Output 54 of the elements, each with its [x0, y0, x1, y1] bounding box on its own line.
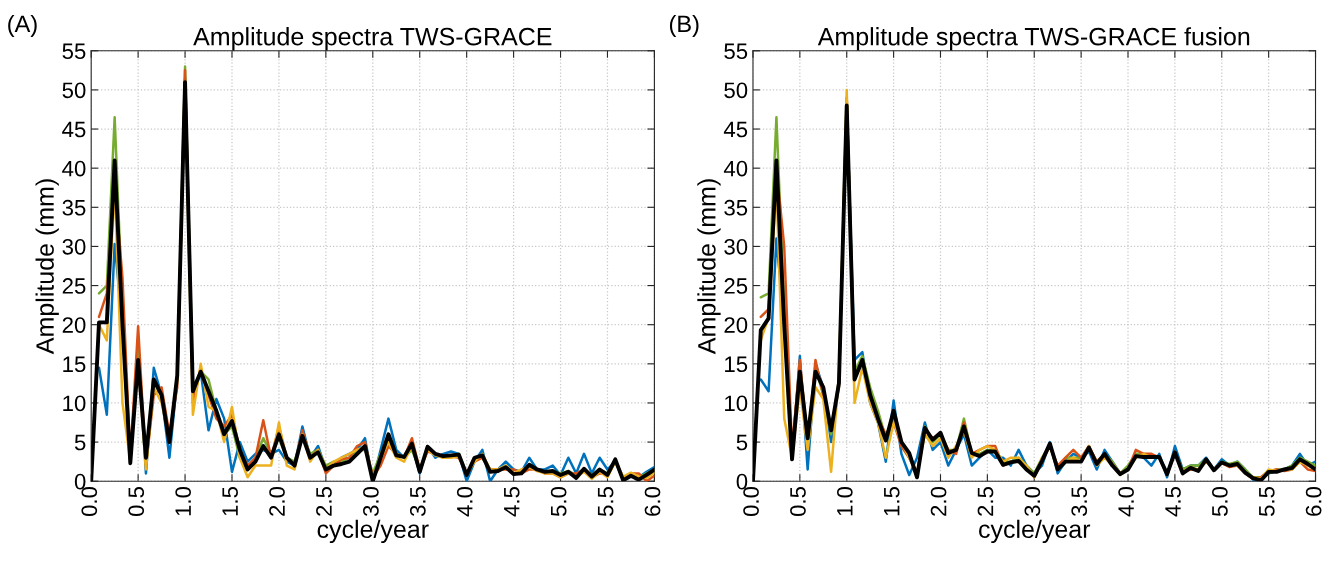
- y-tick-label: 20: [62, 317, 86, 333]
- text: (B): [669, 14, 699, 37]
- y-tick-label: 5: [736, 434, 748, 451]
- x-tick-label: 3.0: [363, 486, 379, 517]
- x-tick-label: 5.0: [550, 486, 567, 517]
- x-tick-label: 6.0: [644, 486, 661, 516]
- chart-title: Amplitude spectra TWS-GRACE fusion: [817, 27, 1250, 51]
- x-axis-title: cycle/year: [317, 519, 429, 544]
- y-axis-title: Amplitude (mm): [35, 179, 59, 355]
- y-tick-label: 40: [62, 160, 86, 177]
- y-tick-label: 55: [724, 43, 748, 60]
- y-tick-label: 50: [724, 82, 748, 99]
- x-tick-label: 5.5: [597, 487, 614, 517]
- x-tick-label: 4.0: [456, 486, 473, 517]
- x-tick-label: 1.5: [884, 487, 900, 516]
- x-tick-label: 1.0: [836, 486, 853, 516]
- x-tick-label: 5.5: [1259, 487, 1275, 517]
- y-tick-label: 20: [724, 317, 748, 333]
- y-tick-label: 10: [725, 395, 748, 412]
- y-tick-label: 45: [62, 121, 86, 138]
- chart-title: Amplitude spectra TWS-GRACE: [193, 27, 552, 51]
- x-tick-label: 4.5: [1165, 487, 1181, 517]
- y-tick-label: 25: [724, 278, 748, 294]
- x-axis-title: cycle/year: [979, 519, 1091, 544]
- x-tick-label: 4.5: [504, 487, 520, 517]
- x-tick-label: 3.5: [409, 487, 426, 517]
- y-tick-label: 50: [62, 82, 86, 99]
- x-tick-label: 4.0: [1118, 486, 1134, 517]
- y-axis-title: Amplitude (mm): [697, 179, 721, 355]
- x-tick-label: 2.0: [269, 486, 285, 516]
- y-tick-label: 15: [63, 356, 86, 373]
- y-tick-label: 40: [723, 160, 748, 177]
- y-tick-label: 45: [723, 121, 748, 138]
- x-tick-label: 2.5: [977, 487, 994, 516]
- y-tick-label: 55: [62, 43, 86, 60]
- x-tick-label: 0.5: [790, 487, 806, 517]
- x-tick-label: 6.0: [1305, 486, 1322, 516]
- x-tick-label: 0.5: [128, 487, 145, 517]
- y-tick-label: 30: [62, 238, 86, 255]
- x-tick-label: 1.5: [222, 487, 238, 516]
- y-tick-label: 35: [62, 199, 86, 216]
- x-tick-label: 5.0: [1211, 486, 1228, 517]
- text: (A): [8, 14, 37, 37]
- y-tick-label: 30: [724, 238, 748, 255]
- x-tick-label: 2.5: [316, 487, 332, 516]
- x-tick-label: 3.5: [1071, 487, 1088, 517]
- y-tick-label: 5: [74, 434, 86, 451]
- y-tick-label: 25: [62, 278, 86, 294]
- y-tick-label: 10: [63, 395, 86, 412]
- y-tick-label: 35: [724, 199, 748, 216]
- x-tick-label: 3.0: [1024, 486, 1041, 517]
- y-tick-label: 15: [725, 356, 748, 373]
- x-tick-label: 2.0: [930, 486, 947, 516]
- x-tick-label: 1.0: [175, 486, 192, 516]
